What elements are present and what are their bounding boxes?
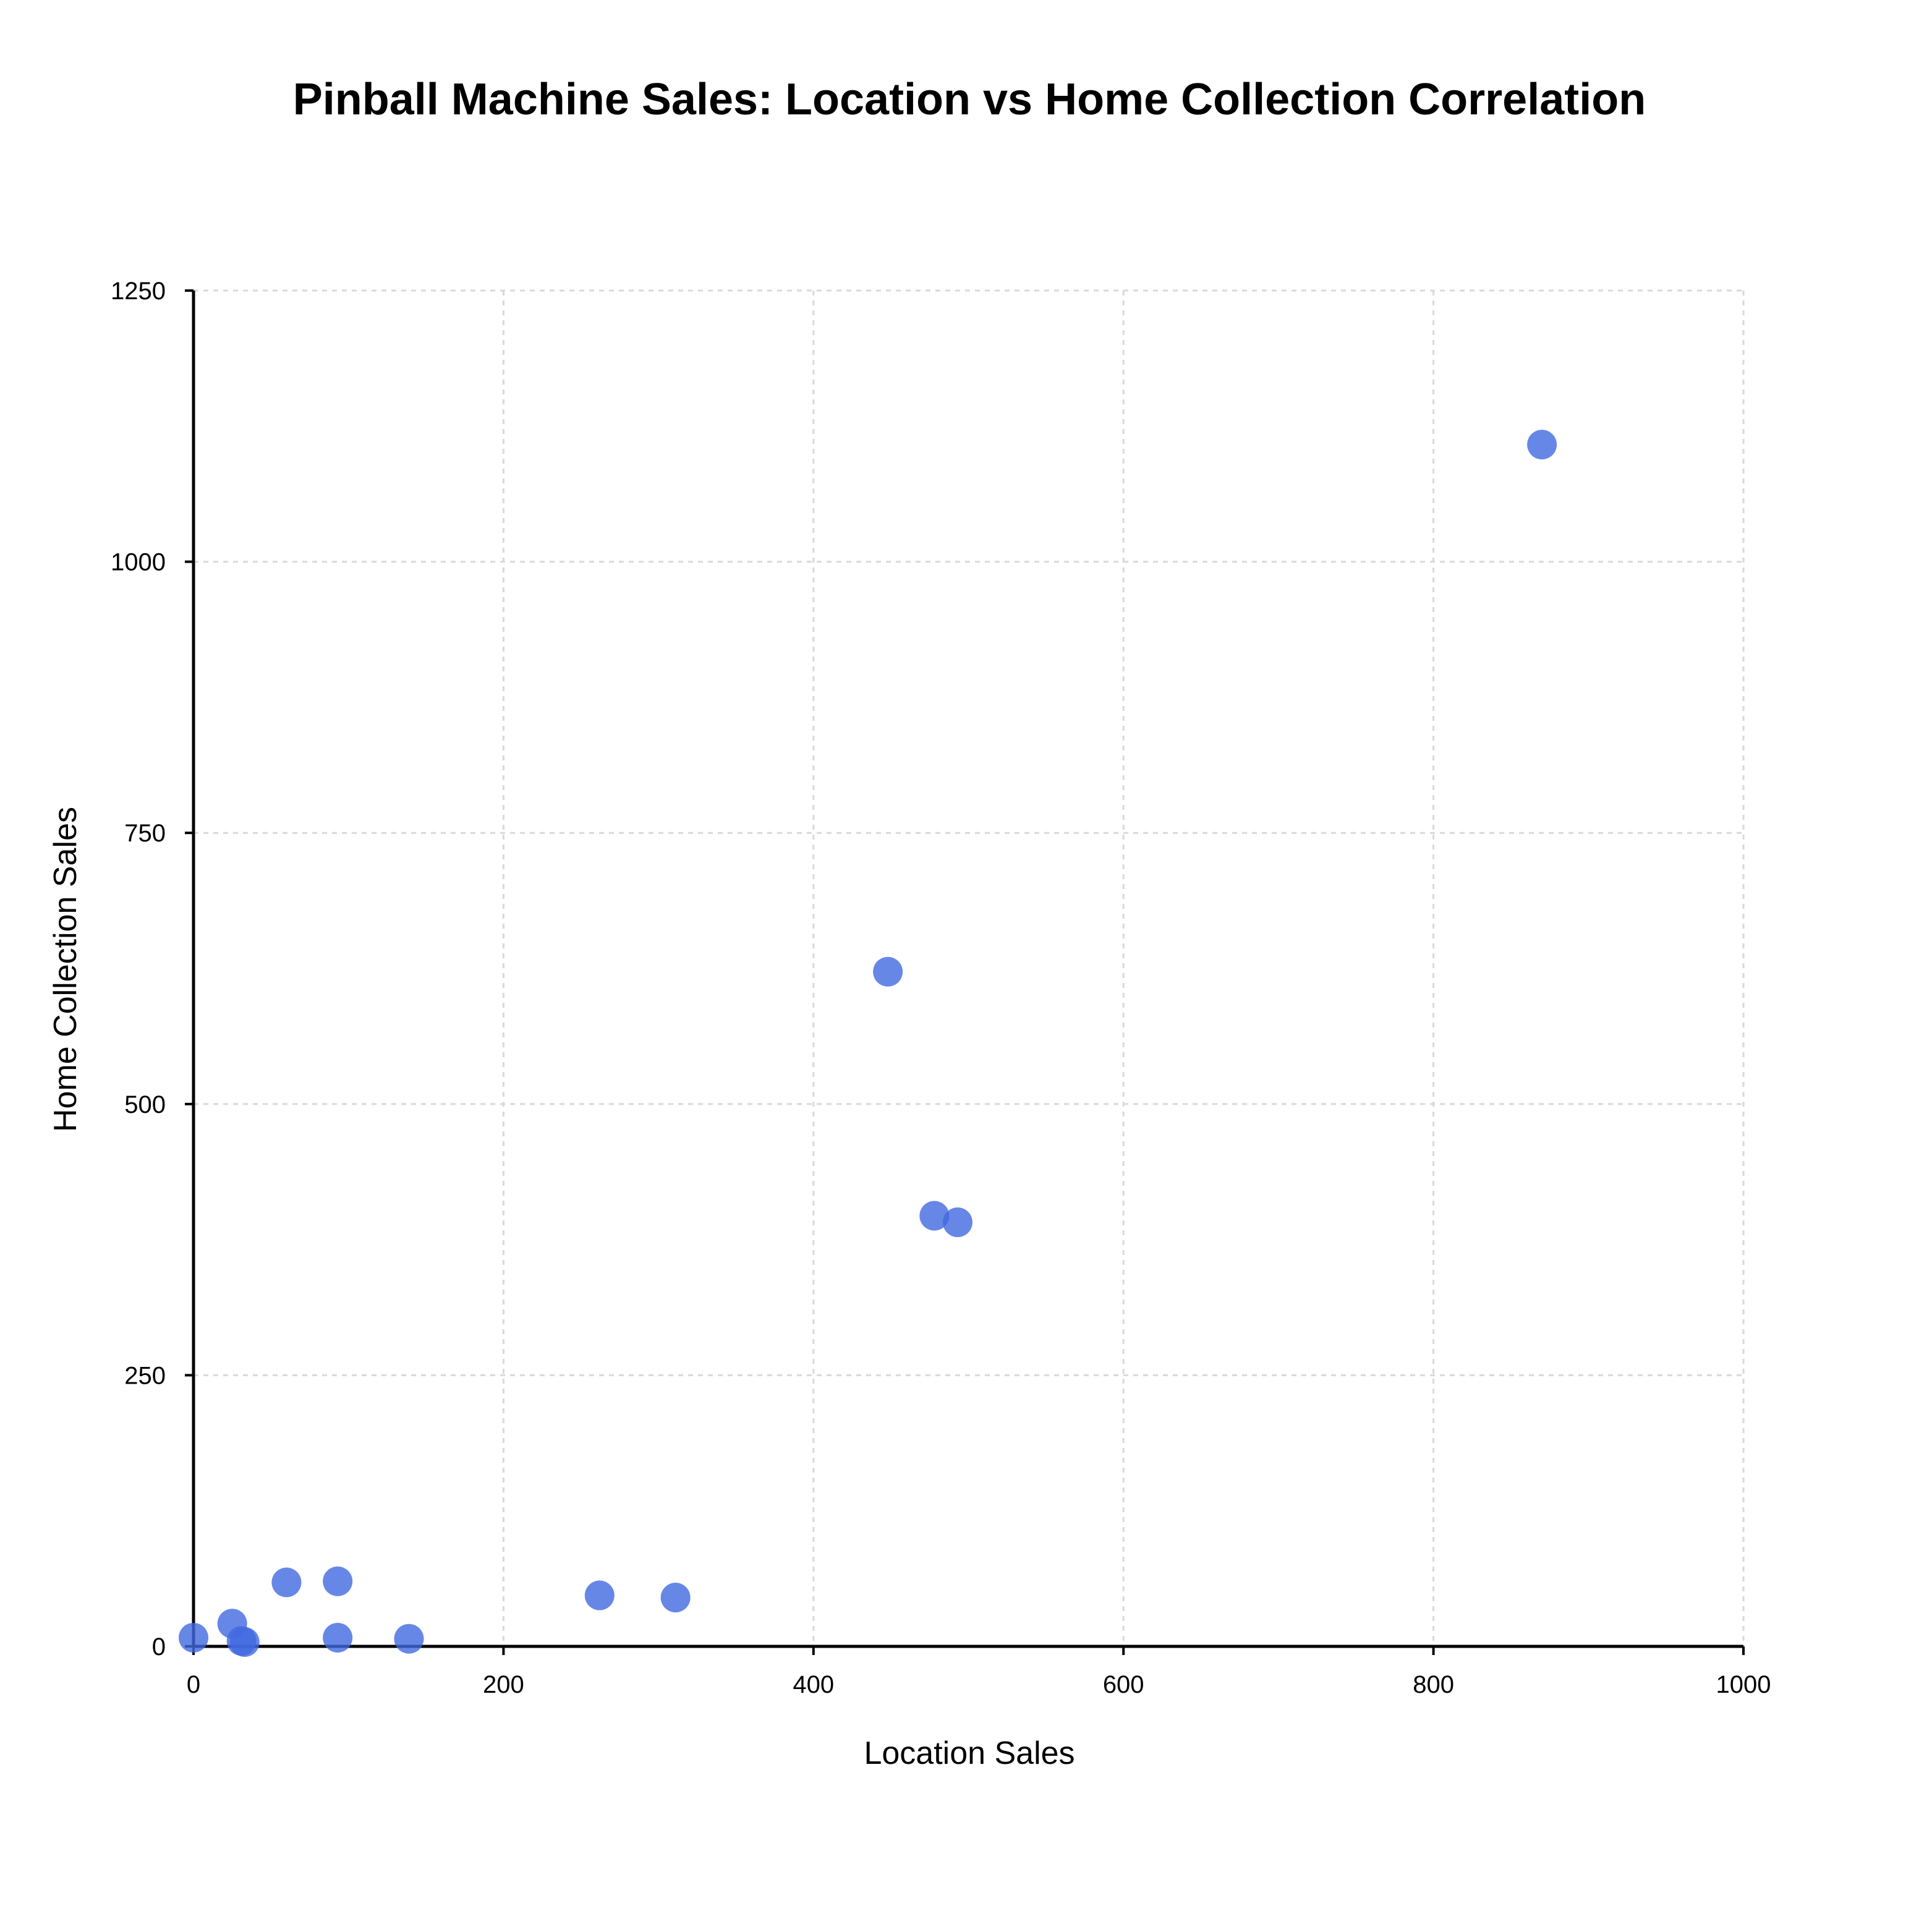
grid-lines <box>194 289 1745 1646</box>
y-tick-label: 500 <box>124 1091 166 1118</box>
scatter-point <box>1527 430 1557 460</box>
x-tick-label: 800 <box>1413 1671 1454 1698</box>
data-points <box>179 430 1557 1657</box>
y-tick-label: 250 <box>124 1362 166 1389</box>
x-tick-label: 400 <box>793 1671 834 1698</box>
y-axis-label: Home Collection Sales <box>48 807 83 1132</box>
scatter-point <box>394 1623 424 1654</box>
scatter-point <box>323 1566 353 1596</box>
y-tick-label: 1250 <box>111 278 166 305</box>
y-tick-label: 1000 <box>111 549 166 576</box>
scatter-point <box>660 1583 691 1613</box>
scatter-point <box>873 956 903 987</box>
x-tick-label: 200 <box>483 1671 524 1698</box>
scatter-point <box>179 1622 208 1653</box>
scatter-point <box>584 1580 615 1611</box>
scatter-point <box>271 1567 302 1598</box>
y-tick-label: 0 <box>152 1633 166 1661</box>
chart-title: Pinball Machine Sales: Location vs Home … <box>293 75 1646 124</box>
axes <box>185 289 1745 1655</box>
tick-labels: 0 200 400 600 800 1000 0 250 500 750 1000 1250 <box>111 278 1771 1698</box>
x-tick-label: 600 <box>1103 1671 1144 1698</box>
scatter-point <box>942 1207 972 1238</box>
scatter-point <box>919 1201 950 1231</box>
y-tick-label: 750 <box>124 820 166 847</box>
scatter-point <box>229 1627 260 1657</box>
scatter-point <box>323 1622 353 1653</box>
x-tick-label: 1000 <box>1716 1671 1771 1698</box>
x-axis-label: Location Sales <box>864 1735 1075 1771</box>
x-tick-label: 0 <box>187 1671 200 1698</box>
